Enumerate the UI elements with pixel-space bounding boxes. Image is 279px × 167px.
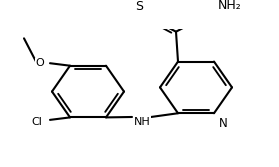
Text: N: N	[219, 117, 228, 130]
Text: O: O	[35, 58, 44, 68]
Text: Cl: Cl	[31, 117, 42, 127]
Text: S: S	[135, 1, 143, 14]
Text: NH₂: NH₂	[218, 0, 242, 12]
Text: NH: NH	[134, 117, 150, 127]
